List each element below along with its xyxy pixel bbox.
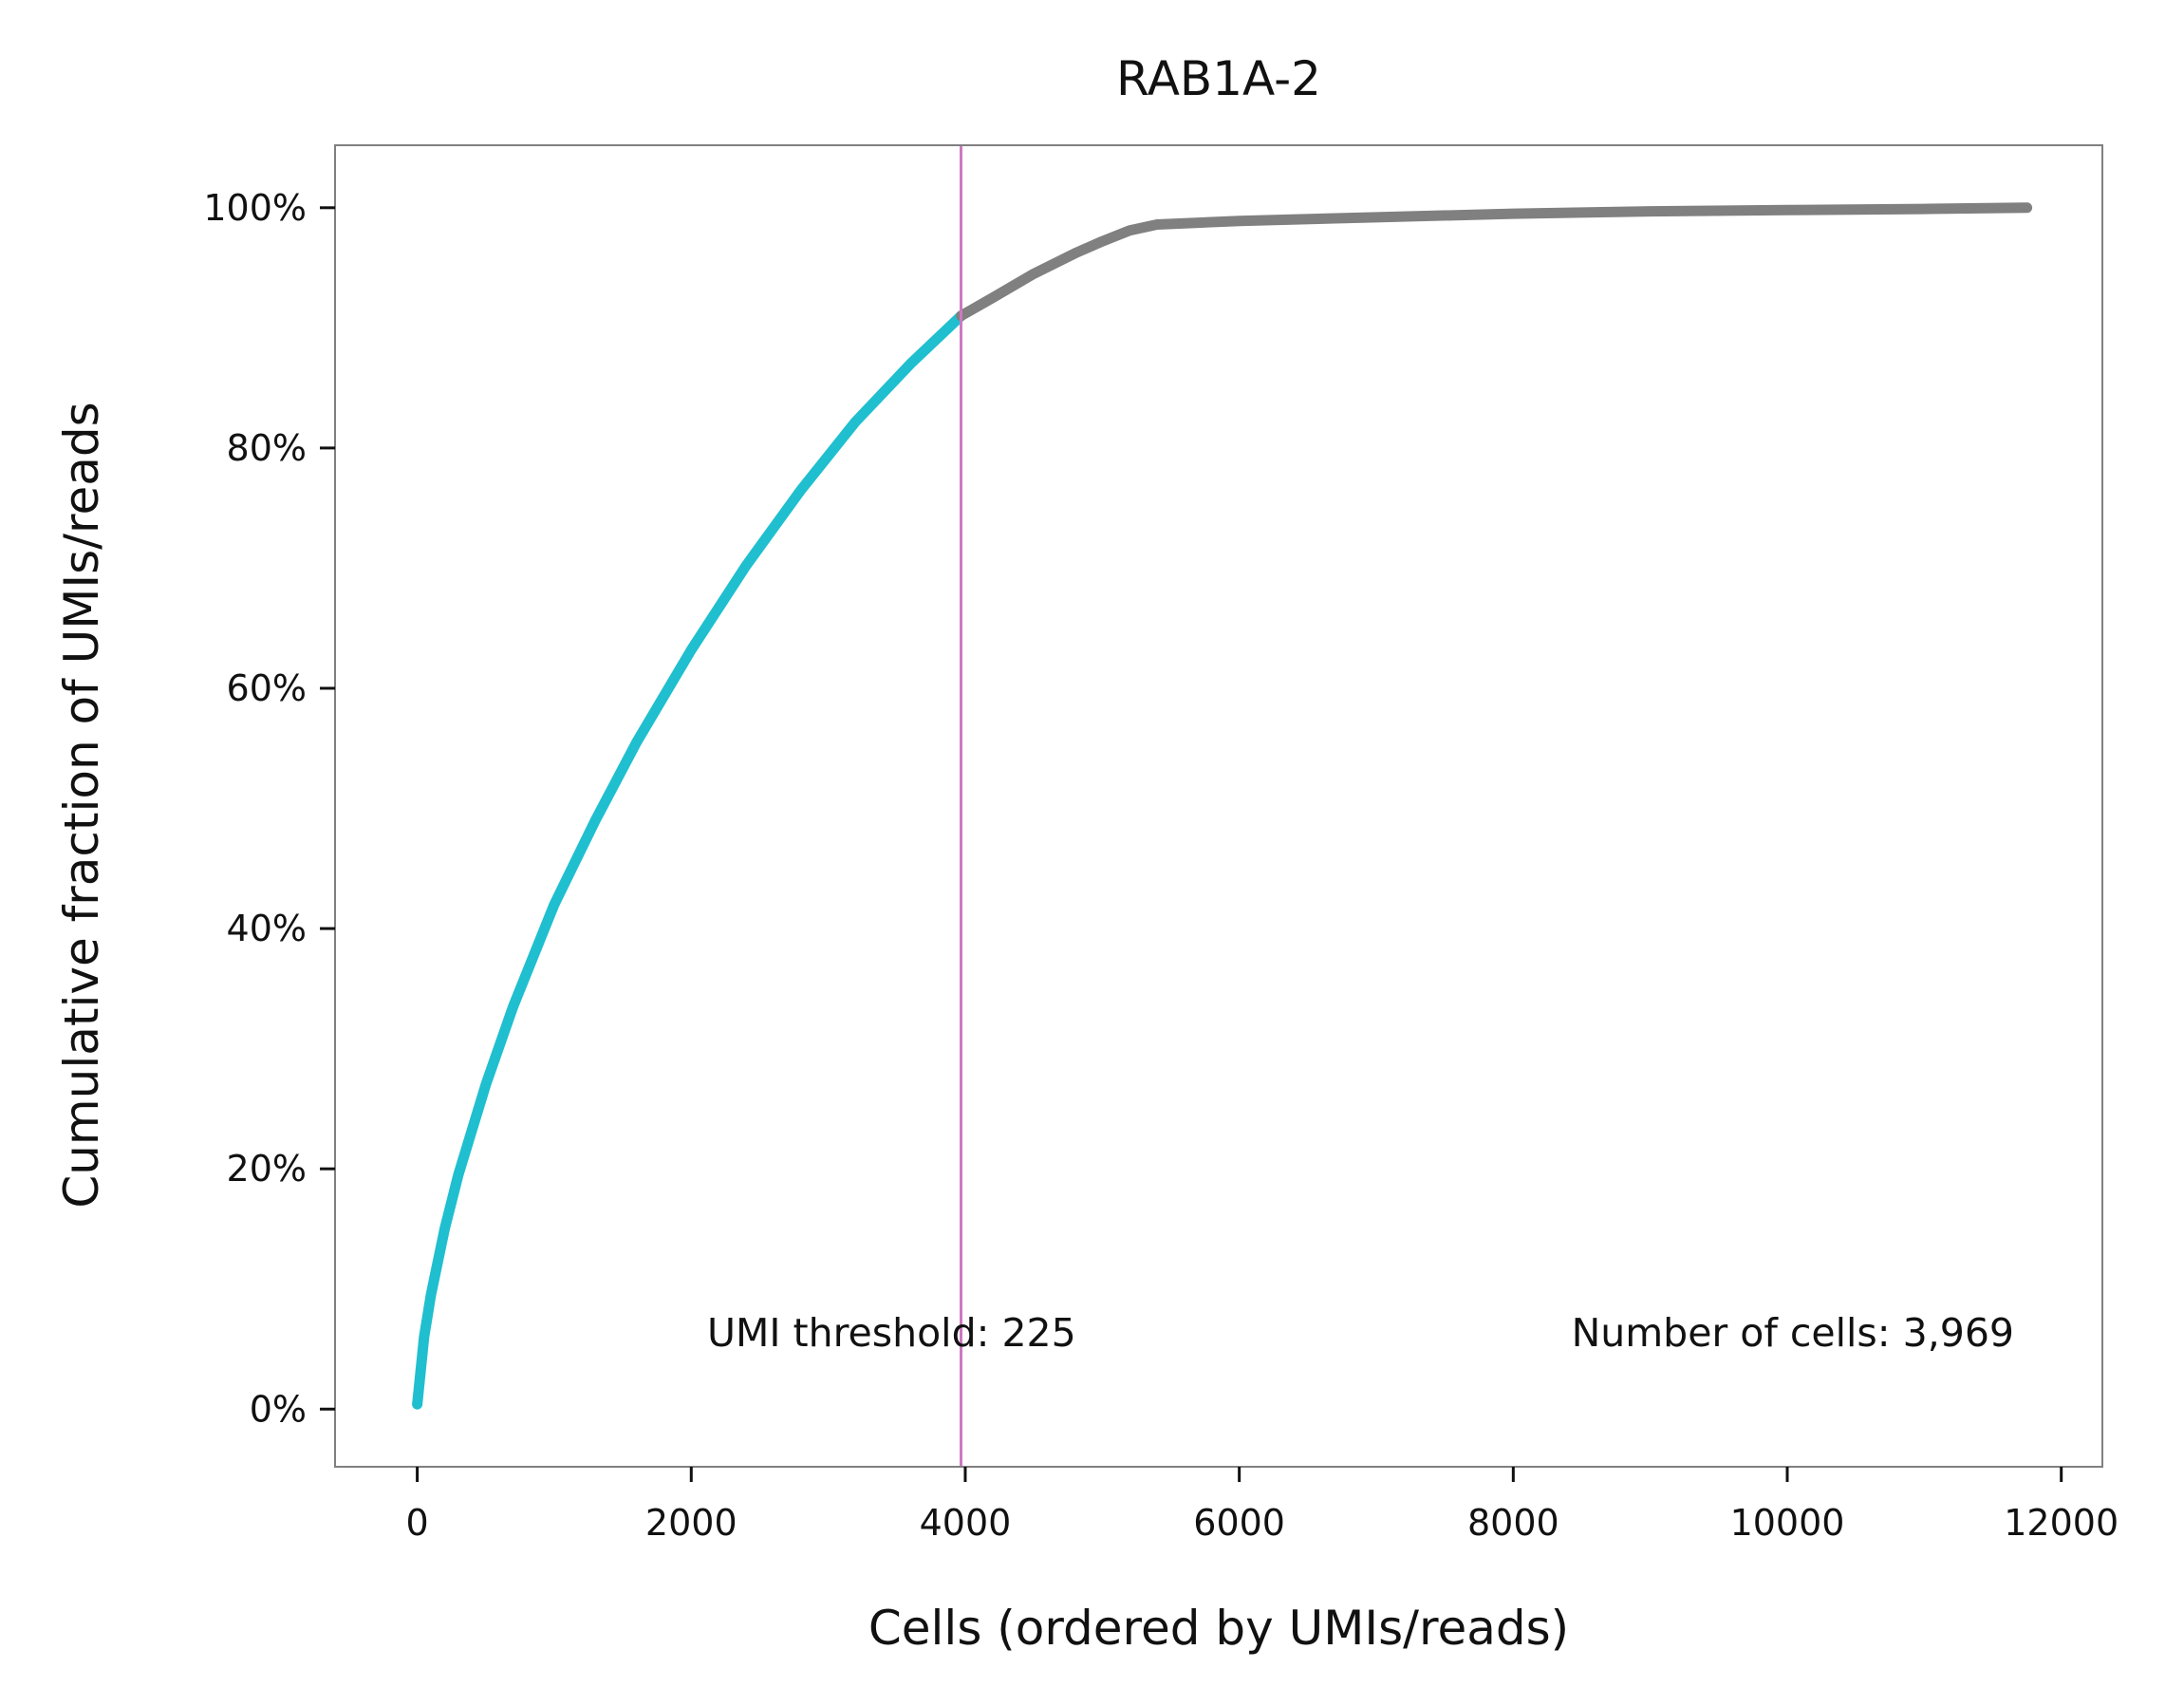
y-axis-label: Cumulative fraction of UMIs/reads — [54, 402, 109, 1208]
chart-title: RAB1A-2 — [1116, 51, 1321, 106]
y-tick-label: 80% — [227, 427, 307, 469]
x-axis-ticks: 0 2000 4000 6000 8000 10000 12000 — [406, 1467, 2119, 1544]
x-axis-label: Cells (ordered by UMIs/reads) — [868, 1601, 1569, 1656]
x-tick-label: 10000 — [1730, 1502, 1845, 1544]
y-tick-label: 100% — [203, 187, 307, 229]
x-tick-label: 6000 — [1193, 1502, 1285, 1544]
y-axis-ticks: 0% 20% 40% 60% 80% 100% — [203, 187, 335, 1430]
x-tick-label: 0 — [406, 1502, 429, 1544]
x-tick-label: 12000 — [2004, 1502, 2119, 1544]
plot-marks — [412, 145, 2033, 1467]
umi-threshold-annotation: UMI threshold: 225 — [707, 1310, 1076, 1356]
x-tick-label: 2000 — [645, 1502, 737, 1544]
x-tick-label: 8000 — [1467, 1502, 1559, 1544]
cell-count-annotation: Number of cells: 3,969 — [1572, 1310, 2014, 1356]
y-tick-label: 60% — [227, 667, 307, 709]
y-tick-label: 0% — [250, 1388, 307, 1430]
y-tick-label: 40% — [227, 908, 307, 949]
plot-frame — [334, 144, 2103, 1468]
series-line-cells — [412, 310, 966, 1410]
series-line-background — [956, 202, 2033, 322]
x-tick-label: 4000 — [920, 1502, 1012, 1544]
y-tick-label: 20% — [227, 1148, 307, 1190]
